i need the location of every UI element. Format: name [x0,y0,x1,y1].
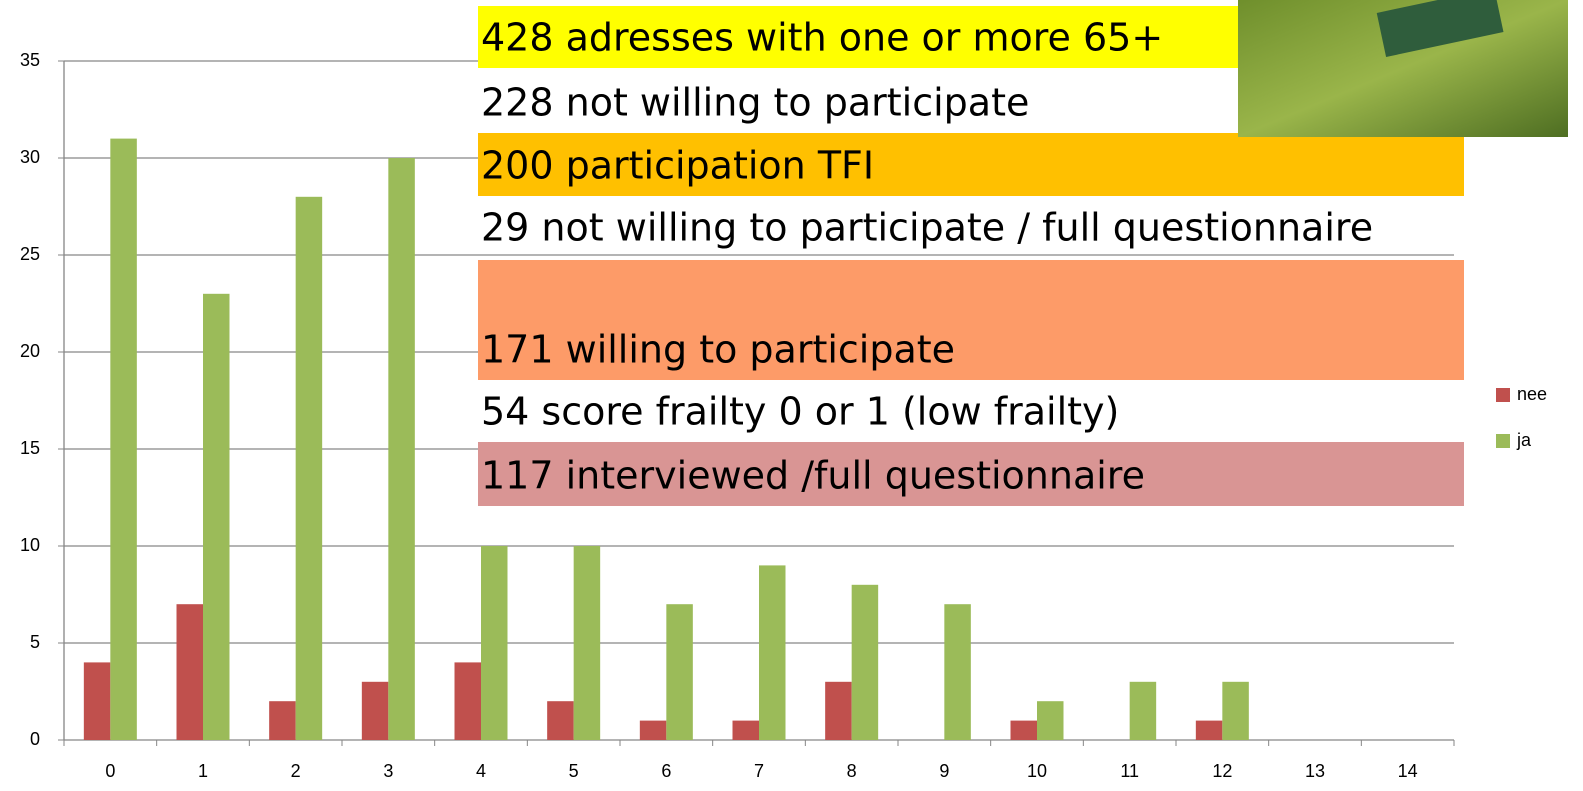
bar [177,604,204,740]
bar [203,294,230,740]
bar [640,721,667,740]
bar [110,139,137,740]
x-tick-label: 13 [1305,761,1325,781]
bar [84,662,111,740]
bar [574,546,601,740]
annotation: 29 not willing to participate / full que… [481,206,1373,250]
y-tick-label: 25 [20,244,40,264]
x-tick-label: 14 [1398,761,1418,781]
annotation: 428 adresses with one or more 65+ [481,16,1163,60]
x-tick-label: 2 [291,761,301,781]
x-tick-label: 10 [1027,761,1047,781]
bar [481,546,508,740]
bar [1130,682,1157,740]
legend-swatch [1496,388,1510,402]
x-tick-label: 5 [569,761,579,781]
bar [1222,682,1249,740]
bar [1037,701,1064,740]
annotation: 54 score frailty 0 or 1 (low frailty) [481,390,1119,434]
x-tick-label: 4 [476,761,486,781]
bar [825,682,852,740]
legend-label: ja [1516,430,1532,450]
annotation: 171 willing to participate [481,328,955,372]
y-tick-label: 30 [20,147,40,167]
x-tick-label: 3 [383,761,393,781]
x-tick-label: 9 [939,761,949,781]
x-tick-label: 6 [661,761,671,781]
y-tick-label: 10 [20,535,40,555]
y-tick-label: 35 [20,50,40,70]
bar [944,604,971,740]
bar [362,682,389,740]
legend-label: nee [1517,384,1547,404]
bar [733,721,760,740]
bar [388,158,415,740]
y-tick-label: 0 [30,729,40,749]
chart: 0510152025303501234567891011121314neeja4… [0,0,1583,791]
annotation: 228 not willing to participate [481,81,1029,125]
x-tick-label: 11 [1120,761,1139,781]
x-tick-label: 7 [754,761,764,781]
x-tick-label: 12 [1212,761,1232,781]
bar [269,701,296,740]
legend-swatch [1496,434,1510,448]
bar [1196,721,1223,740]
x-tick-label: 8 [847,761,857,781]
bar [455,662,482,740]
x-tick-label: 0 [105,761,115,781]
bar [1011,721,1038,740]
bar [852,585,879,740]
y-tick-label: 5 [30,632,40,652]
y-tick-label: 20 [20,341,40,361]
page: {"chart_data": {"type": "bar", "categori… [0,0,1583,791]
bar [296,197,323,740]
x-tick-label: 1 [198,761,208,781]
annotation: 117 interviewed /full questionnaire [481,454,1145,498]
bar [666,604,693,740]
bar [547,701,574,740]
y-tick-label: 15 [20,438,40,458]
bar [759,565,786,740]
annotation: 200 participation TFI [481,144,874,188]
